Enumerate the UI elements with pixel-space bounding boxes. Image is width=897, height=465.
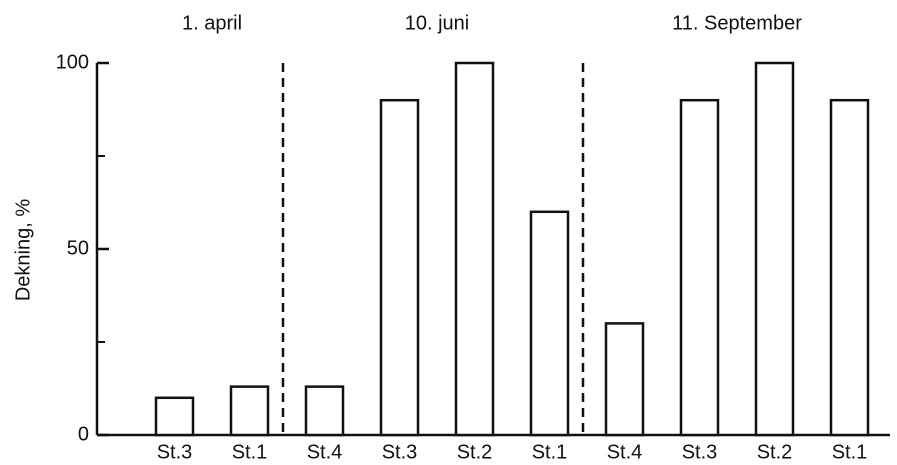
y-tick-label: 50 xyxy=(67,237,89,259)
bar xyxy=(829,98,870,437)
x-tick-label: St.2 xyxy=(757,441,793,463)
y-axis-label: Dekning, % xyxy=(12,199,34,301)
x-tick-label: St.4 xyxy=(607,441,643,463)
group-label: 11. September xyxy=(672,12,802,34)
x-tick-label: St.4 xyxy=(307,441,343,463)
x-tick-label: St.3 xyxy=(682,441,718,463)
bar xyxy=(529,210,570,437)
bar xyxy=(604,322,645,437)
x-tick-label: St.3 xyxy=(157,441,193,463)
group-label: 1. april xyxy=(182,12,242,34)
x-tick-label: St.1 xyxy=(832,441,868,463)
y-tick-label: 100 xyxy=(56,51,89,73)
bar xyxy=(304,385,345,437)
bar xyxy=(679,98,720,437)
bar xyxy=(154,396,195,437)
x-tick-label: St.2 xyxy=(457,441,493,463)
x-tick-label: St.3 xyxy=(382,441,418,463)
x-tick-label: St.1 xyxy=(532,441,568,463)
bar xyxy=(754,61,795,437)
bar xyxy=(379,98,420,437)
x-tick-label: St.1 xyxy=(232,441,268,463)
bar xyxy=(454,61,495,437)
group-label: 10. juni xyxy=(405,12,470,34)
y-tick-label: 0 xyxy=(78,423,89,445)
bar xyxy=(229,385,270,437)
